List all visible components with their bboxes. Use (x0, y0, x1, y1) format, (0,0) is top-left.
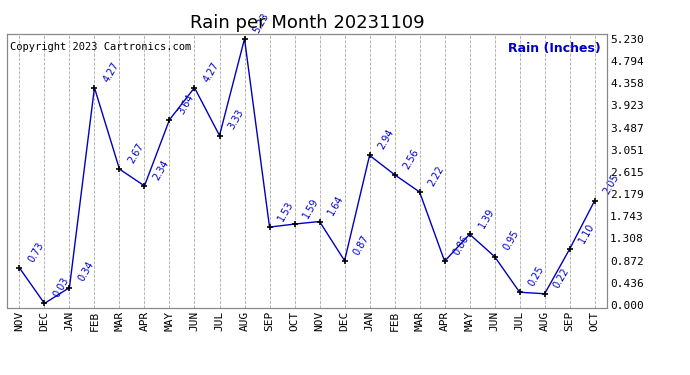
Text: 0.95: 0.95 (502, 229, 521, 252)
Text: 4.27: 4.27 (201, 60, 221, 84)
Text: 0.25: 0.25 (526, 264, 546, 288)
Title: Rain per Month 20231109: Rain per Month 20231109 (190, 14, 424, 32)
Text: 1.39: 1.39 (477, 207, 496, 230)
Text: 1.10: 1.10 (577, 221, 596, 245)
Text: 1.64: 1.64 (326, 194, 346, 217)
Text: 0.03: 0.03 (51, 276, 70, 299)
Text: 5.23: 5.23 (251, 11, 271, 34)
Text: 2.05: 2.05 (602, 173, 621, 196)
Text: 2.34: 2.34 (151, 158, 171, 182)
Text: 4.27: 4.27 (101, 60, 121, 84)
Text: 0.22: 0.22 (551, 266, 571, 290)
Text: Copyright 2023 Cartronics.com: Copyright 2023 Cartronics.com (10, 42, 191, 52)
Text: 3.33: 3.33 (226, 108, 246, 131)
Text: 0.34: 0.34 (77, 260, 96, 284)
Text: 1.59: 1.59 (302, 196, 321, 220)
Text: 2.94: 2.94 (377, 128, 396, 151)
Text: 0.73: 0.73 (26, 240, 46, 264)
Text: Rain (Inches): Rain (Inches) (509, 42, 601, 55)
Text: 1.53: 1.53 (277, 200, 296, 223)
Text: 2.56: 2.56 (402, 147, 421, 171)
Text: 2.67: 2.67 (126, 141, 146, 165)
Text: 0.87: 0.87 (351, 233, 371, 256)
Text: 3.64: 3.64 (177, 92, 196, 116)
Text: 2.22: 2.22 (426, 164, 446, 188)
Text: 0.86: 0.86 (451, 234, 471, 257)
